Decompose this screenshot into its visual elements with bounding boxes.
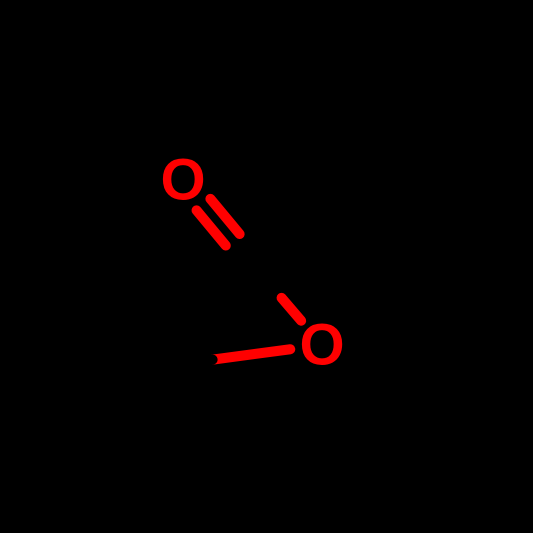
bond-segment	[450, 188, 510, 206]
molecule-diagram: OO	[0, 0, 533, 533]
bond-segment	[135, 370, 144, 433]
bond-segment	[282, 298, 302, 321]
bond-segment	[213, 349, 291, 359]
bond-segment	[385, 108, 390, 171]
bond-segment	[79, 344, 136, 370]
bond-segment	[390, 170, 450, 188]
atom-label-o: O	[160, 148, 205, 213]
bond-segment	[22, 318, 79, 344]
bond-segment	[380, 45, 385, 108]
bond-segment	[262, 223, 326, 276]
bond-segment	[326, 170, 390, 223]
atom-label-o: O	[299, 313, 344, 378]
bond-segment	[135, 360, 213, 370]
bond-segment	[144, 433, 153, 496]
